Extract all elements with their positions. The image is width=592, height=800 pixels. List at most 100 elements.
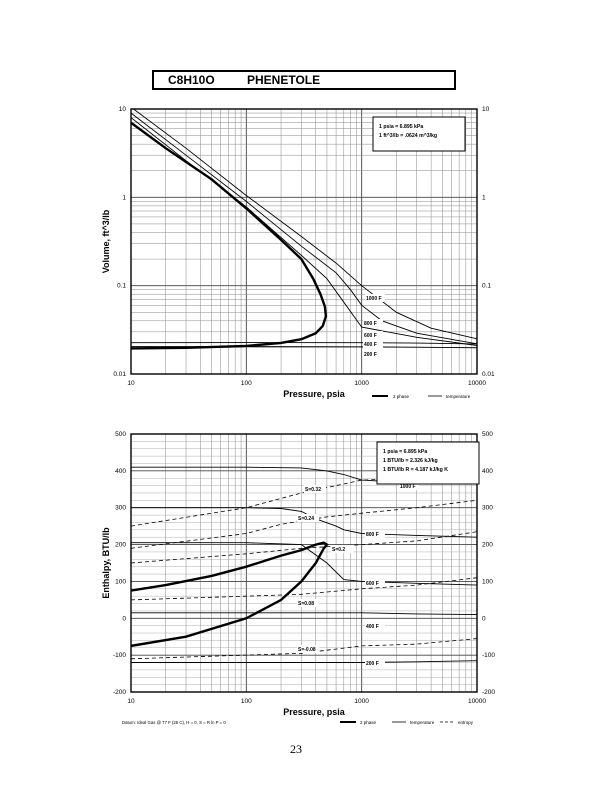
curve-label-bg [365,294,385,302]
y-tick-label-left: 300 [115,505,126,512]
x-tick-label: 10 [127,380,135,387]
chemical-formula: C8H10O [168,73,215,87]
series-temperature-400-f [131,342,477,345]
y-tick-label-right: 100 [482,578,493,585]
series-temperature-200-f [131,660,477,663]
y-tick-label-right: 300 [482,505,493,512]
legend-label: temperature [410,720,435,725]
conversion-text: 1 BTU/lb R = 4.187 kJ/kg K [383,467,448,473]
x-tick-label: 100 [241,380,252,387]
x-tick-label: 10000 [468,380,486,387]
y-tick-label-left: 100 [115,578,126,585]
curve-label-bg [363,350,383,358]
curve-label-bg [331,545,353,553]
series-temperature-400-f [131,612,477,616]
series-entropy-s-0-32 [131,474,477,527]
conversion-box [372,116,466,152]
x-axis-label: Pressure, psia [283,389,346,399]
series-2-phase-2-phase [131,121,328,350]
y-tick-label-right: 1 [482,194,486,201]
y-tick-label-right: 200 [482,542,493,549]
curve-label-temperature: 800 F [364,321,377,327]
curve-label-temperature: 400 F [364,342,377,348]
curve-label-bg [363,340,383,348]
series-entropy-s-0-08 [131,638,477,660]
y-tick-label-left: 0 [122,615,126,622]
y-tick-label-right: 0.1 [482,283,491,290]
y-tick-label-right: 500 [482,431,493,438]
y-tick-label-left: 0.1 [117,283,126,290]
curve-label-bg [365,659,385,667]
curve-label-entropy: S=0.32 [305,487,321,493]
x-tick-label: 10000 [468,698,486,705]
y-tick-label-right: 0 [482,615,486,622]
y-tick-label-left: -100 [113,652,126,659]
series-entropy-s-0-08 [131,577,477,601]
curve-label-entropy: S=0.24 [298,516,314,522]
y-tick-label-right: -200 [482,689,495,696]
legend-label: 2 phase [360,720,377,725]
conversion-text: 1 BTU/lb = 2.326 kJ/kg [383,458,438,464]
y-tick-label-left: 400 [115,468,126,475]
curve-label-bg [304,485,326,493]
y-tick-label-left: 0.01 [113,371,126,378]
curve-label-bg [297,645,319,653]
series-temperature-600-f [131,117,477,346]
y-tick-label-left: 10 [119,106,127,113]
curve-label-entropy: S=0.08 [298,601,314,607]
plot-frame [130,108,478,375]
conversion-text: 1 ft^3/lb = .0624 m^3/kg [379,133,437,139]
curve-label-temperature: 200 F [364,352,377,358]
curve-label-temperature: 600 F [366,581,379,587]
x-tick-label: 1000 [354,380,369,387]
y-tick-label-right: -100 [482,652,495,659]
y-axis-label: Volume, ft^3/lb [101,209,111,273]
title-box: C8H10O PHENETOLE [152,70,456,90]
curve-label-bg [365,622,385,630]
y-tick-label-right: 400 [482,468,493,475]
curve-label-bg [399,482,419,490]
x-tick-label: 1000 [354,698,369,705]
conversion-text: 1 psia = 6.895 kPa [379,124,423,130]
x-tick-label: 10 [127,698,135,705]
y-axis-label: Enthalpy, BTU/lb [101,527,111,599]
curve-label-bg [297,599,319,607]
curve-label-bg [363,319,383,327]
conversion-text: 1 psia = 6.895 kPa [383,449,427,455]
conversion-box [376,441,480,485]
series-temperature-800-f [131,507,477,538]
y-tick-label-left: 1 [122,194,126,201]
curve-label-temperature: 1000 F [400,484,416,490]
series-temperature-200-f [131,346,477,349]
curve-label-entropy: S=-0.08 [298,647,316,653]
y-tick-label-left: -200 [113,689,126,696]
curve-label-temperature: 600 F [364,333,377,339]
series-2-phase-2-phase [131,541,329,648]
curve-label-bg [365,530,385,538]
y-tick-label-right: 0.01 [482,371,495,378]
curve-label-temperature: 800 F [366,532,379,538]
compound-name: PHENETOLE [247,73,321,87]
curve-label-entropy: S=0.2 [332,547,345,553]
x-axis-label: Pressure, psia [283,707,346,717]
series-temperature-600-f [131,542,477,586]
legend-label: entropy [458,720,474,725]
curve-label-bg [365,579,385,587]
legend-label: temperature [446,394,471,399]
page-number: 23 [290,742,302,756]
curve-label-bg [297,514,319,522]
y-tick-label-left: 500 [115,431,126,438]
legend-label: 2 phase [393,394,410,399]
curve-label-temperature: 200 F [366,661,379,667]
curve-label-bg [363,331,383,339]
datum-note: Datum: Ideal Gas @ 77 F (25 C), H = 0, S… [122,720,226,725]
series-entropy-s-0-2 [131,531,477,564]
series-entropy-s-0-24 [131,499,477,549]
y-tick-label-right: 10 [482,106,490,113]
y-tick-label-left: 200 [115,542,126,549]
series-temperature-1000-f [132,109,477,340]
curve-label-temperature: 1000 F [366,296,382,302]
curve-label-temperature: 400 F [366,624,379,630]
series-temperature-800-f [131,112,477,345]
